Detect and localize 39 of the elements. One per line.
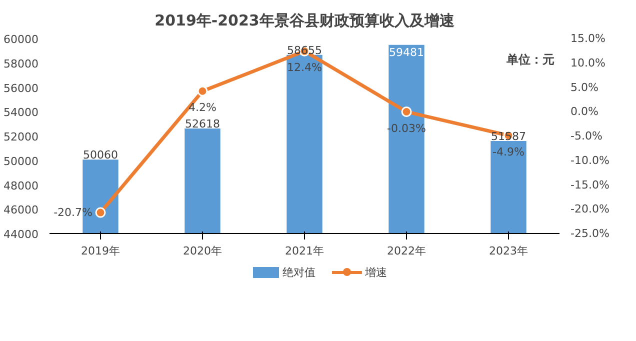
point [95, 207, 106, 218]
x-tick-label: 2022年 [387, 244, 426, 258]
y-tick-label: 58000 [4, 57, 39, 70]
point [401, 106, 412, 118]
y2-tick-label: 15.0% [570, 32, 606, 45]
x-tick-label: 2019年 [81, 244, 120, 258]
y-tick-label: 46000 [4, 204, 39, 217]
point [197, 86, 208, 96]
y-tick-label: 56000 [4, 82, 39, 95]
y2-tick-label: -20.0% [570, 202, 610, 216]
y-tick-label: 54000 [4, 106, 39, 120]
y-tick-label: 48000 [4, 179, 39, 192]
annotation: 单位：元 [506, 52, 554, 66]
legend-item: 绝对值 [253, 266, 316, 279]
data-label: 59481 [389, 46, 424, 59]
y2-tick-label: 10.0% [570, 56, 606, 70]
data-label: 12.4% [287, 61, 322, 74]
data-label: 51587 [491, 130, 526, 144]
y2-tick-label: -15.0% [570, 178, 610, 192]
y2-tick-label: -25.0% [570, 227, 610, 240]
legend-label: 绝对值 [282, 266, 316, 279]
chart-title: 2019年-2023年景谷县财政预算收入及增速 [154, 12, 456, 30]
data-label: 50060 [83, 148, 118, 162]
y2-tick-label: 0.0% [570, 105, 598, 118]
x-tick-label: 2021年 [285, 244, 324, 258]
y-tick-label: 44000 [4, 228, 39, 241]
data-label: -4.9% [492, 146, 524, 159]
y2-tick-label: 5.0% [570, 80, 598, 94]
legend-label: 增速 [365, 266, 387, 279]
y-tick-label: 60000 [4, 33, 39, 46]
x-tick-label: 2023年 [489, 244, 528, 258]
y-tick-label: 52000 [4, 130, 39, 144]
data-label: 4.2% [188, 101, 216, 114]
legend-item: 增速 [332, 266, 387, 279]
y2-tick-label: -10.0% [570, 154, 610, 167]
y-tick-label: 50000 [4, 154, 39, 168]
data-label: 52618 [185, 117, 220, 130]
x-tick-label: 2020年 [183, 244, 222, 258]
y2-tick-label: -5.0% [570, 130, 602, 142]
